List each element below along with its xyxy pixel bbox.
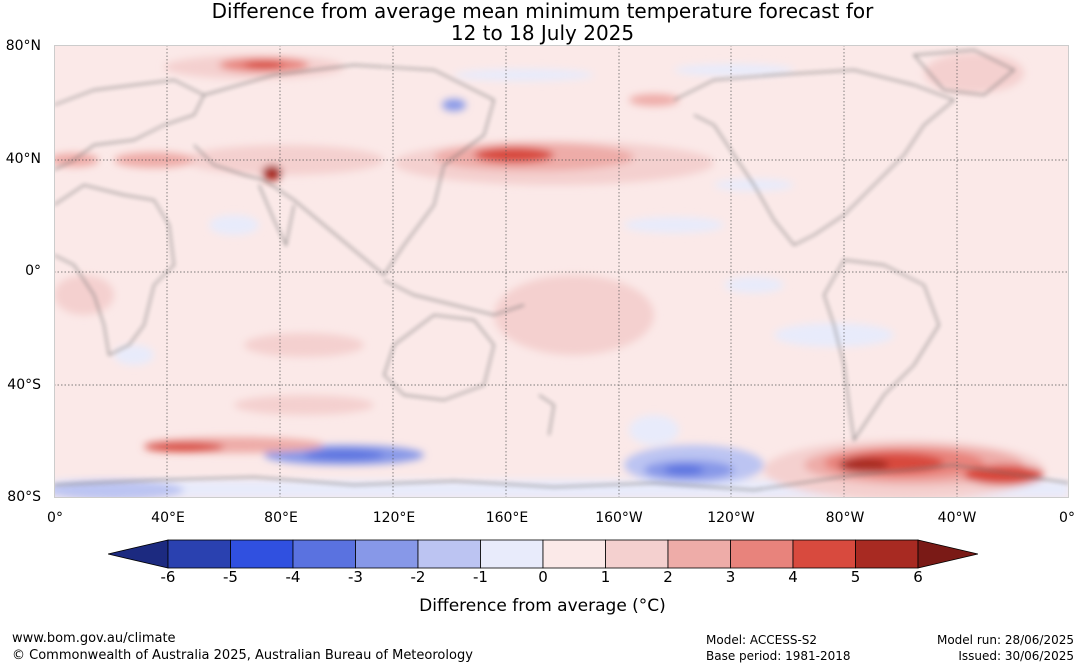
colorbar-segment [542, 539, 606, 569]
colorbar-label: Difference from average (°C) [419, 596, 666, 616]
lat-label-40s: 40°S [7, 377, 41, 393]
colorbar-tick-label: 5 [850, 568, 861, 586]
lon-label-160w: 160°W [595, 510, 643, 526]
colorbar-tick-label: -1 [473, 568, 488, 586]
colorbar-tick-label: 2 [663, 568, 673, 586]
colorbar-tick-label: -6 [160, 568, 176, 586]
colorbar [108, 539, 978, 569]
colorbar-segment [855, 539, 919, 569]
footer-model: Model: ACCESS-S2 [706, 633, 818, 647]
colorbar-segment [605, 539, 669, 569]
colorbar-tick-label: -5 [223, 568, 238, 586]
temperature-anomaly-map [54, 45, 1069, 498]
colorbar-segment [667, 539, 731, 569]
colorbar-tick-label: 6 [913, 568, 923, 586]
colorbar-segment [792, 539, 856, 569]
graticule [54, 45, 1069, 498]
colorbar-tick-label: 0 [538, 568, 548, 586]
map-title: Difference from average mean minimum tem… [0, 0, 1085, 44]
title-line-2: 12 to 18 July 2025 [450, 21, 635, 45]
colorbar-extend-high [917, 539, 978, 569]
footer-base-period: Base period: 1981-2018 [706, 649, 851, 663]
lat-label-0: 0° [25, 263, 41, 279]
colorbar-segment [730, 539, 794, 569]
lat-label-40n: 40°N [5, 151, 41, 167]
coastlines [54, 49, 1069, 491]
colorbar-segment [292, 539, 356, 569]
colorbar-segment [417, 539, 481, 569]
colorbar-tick-label: -4 [285, 568, 301, 586]
colorbar-tick-label: 1 [600, 568, 611, 586]
lon-label-40w: 40°W [937, 510, 977, 526]
lat-label-80s: 80°S [7, 489, 41, 505]
colorbar-tick-label: 4 [788, 568, 798, 586]
colorbar-segment [167, 539, 231, 569]
colorbar-segment [480, 539, 544, 569]
lon-label-80e: 80°E [264, 510, 298, 526]
lon-label-120e: 120°E [372, 510, 416, 526]
lon-label-80w: 80°W [825, 510, 865, 526]
lon-label-0-west: 0° [47, 510, 63, 526]
colorbar-extend-low [108, 539, 169, 569]
lat-label-80n: 80°N [5, 38, 41, 54]
colorbar-segments [108, 539, 978, 569]
colorbar-segment [230, 539, 294, 569]
lon-label-160e: 160°E [485, 510, 529, 526]
footer-copyright: © Commonwealth of Australia 2025, Austra… [12, 648, 473, 663]
lon-label-0-east: 0° [1059, 510, 1075, 526]
footer-model-run: Model run: 28/06/2025 [936, 633, 1074, 647]
title-line-1: Difference from average mean minimum tem… [211, 0, 874, 23]
footer-issued: Issued: 30/06/2025 [958, 649, 1074, 663]
colorbar-tick-label: 3 [725, 568, 736, 586]
colorbar-tick-label: -3 [348, 568, 363, 586]
colorbar-tick-label: -2 [410, 568, 426, 586]
colorbar-segment [355, 539, 419, 569]
footer-website: www.bom.gov.au/climate [12, 631, 176, 646]
lon-label-120w: 120°W [707, 510, 755, 526]
lon-label-40e: 40°E [151, 510, 185, 526]
map-background [54, 45, 1069, 498]
